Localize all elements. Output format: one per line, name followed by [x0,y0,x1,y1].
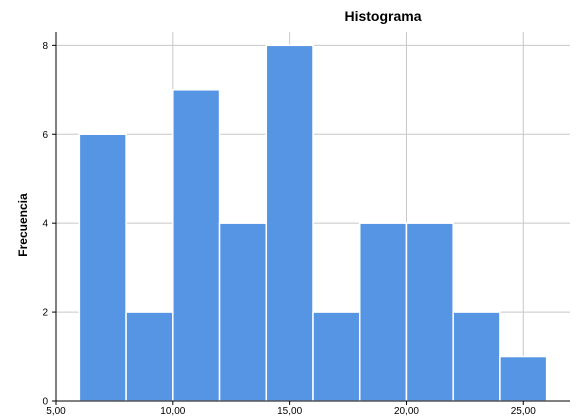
y-axis-label: Frecuencia [16,193,30,257]
bar-7 [405,222,454,402]
x-tick-label-3: 20,00 [394,406,419,417]
axes [55,32,570,402]
y-tick-label-0: 0 [42,397,48,408]
bar-2 [172,89,221,402]
bar-8 [452,311,501,402]
y-tick-label-3: 6 [42,130,48,141]
bar-6 [358,222,408,402]
bar-9 [499,355,548,402]
x-axis-ticks: 5,00 10,00 15,00 20,00 25,00 [46,401,536,417]
y-tick-label-4: 8 [42,41,48,52]
bar-0 [78,133,127,402]
x-tick-label-2: 15,00 [277,406,302,417]
y-tick-label-2: 4 [42,219,48,230]
x-tick-label-0: 5,00 [46,406,66,417]
x-tick-label-4: 25,00 [511,406,536,417]
histogram-bars [78,44,548,402]
x-tick-label-1: 10,00 [160,406,185,417]
bar-3 [218,222,268,402]
y-tick-label-1: 2 [42,308,48,319]
chart-title: Histograma [344,8,422,24]
bar-1 [125,311,174,402]
bar-5 [312,311,361,402]
bar-4 [265,44,314,402]
y-axis-ticks: 0 2 4 6 8 [42,41,56,408]
